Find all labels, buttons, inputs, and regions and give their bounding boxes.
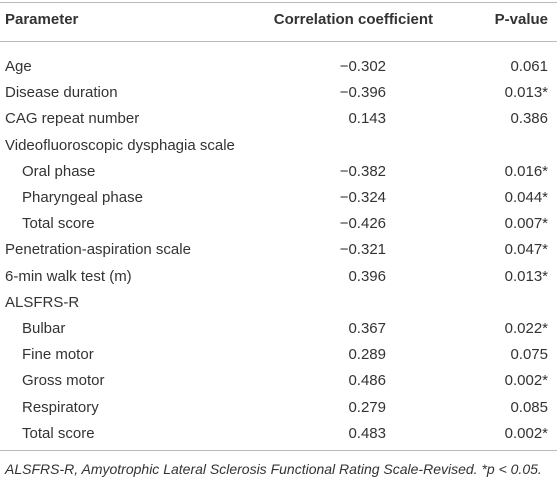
table-cell: 0.061 — [510, 58, 548, 75]
table-cell: 0.013* — [504, 267, 548, 285]
table-cell: −0.382 — [339, 162, 386, 180]
table-cell: −0.396 — [339, 84, 386, 102]
table-cell: 0.044* — [504, 189, 548, 206]
top-rule — [0, 2, 557, 3]
table-cell: Total score — [22, 215, 95, 233]
header-cell: Correlation coefficient — [273, 11, 433, 28]
table-cell: Pharyngeal phase — [22, 189, 143, 206]
table-cell: Disease duration — [5, 84, 118, 102]
table-cell: Gross motor — [22, 372, 105, 390]
table-cell: −0.426 — [339, 215, 386, 233]
header-rule — [0, 41, 557, 42]
table-cell: 0.085 — [510, 398, 548, 416]
table-cell: −0.324 — [339, 189, 386, 206]
table-cell: 0.143 — [348, 110, 386, 128]
table-cell: Age — [5, 58, 32, 75]
table-cell: 0.013* — [504, 84, 548, 102]
table-cell: Bulbar — [22, 320, 66, 337]
table-cell: 0.483 — [348, 424, 386, 442]
header-cell: P-value — [494, 11, 548, 28]
table-cell: Videofluoroscopic dysphagia scale — [5, 136, 235, 154]
table-cell: 0.007* — [504, 215, 548, 233]
footnote: ALSFRS-R, Amyotrophic Lateral Sclerosis … — [5, 461, 542, 477]
table-cell: Total score — [22, 424, 95, 442]
table-cell: 0.396 — [348, 267, 386, 285]
table-cell: −0.302 — [339, 58, 386, 75]
table-cell: 0.002* — [504, 424, 548, 442]
table-cell: 0.386 — [510, 110, 548, 128]
table-cell: Fine motor — [22, 346, 94, 364]
table-cell: 0.289 — [348, 346, 386, 364]
bottom-rule — [0, 450, 557, 451]
table-cell: 0.075 — [510, 346, 548, 364]
header-cell: Parameter — [5, 11, 79, 28]
table-cell: 0.016* — [504, 162, 548, 180]
table-cell: Penetration-aspiration scale — [5, 241, 191, 259]
table-cell: 0.002* — [504, 372, 548, 390]
table-cell: Oral phase — [22, 162, 96, 180]
table-cell: 0.047* — [504, 241, 548, 259]
table-cell: 6-min walk test (m) — [5, 267, 132, 285]
table-cell: 0.367 — [348, 320, 386, 337]
table-cell: 0.486 — [348, 372, 386, 390]
table-cell: Respiratory — [22, 398, 99, 416]
table-cell: 0.279 — [348, 398, 386, 416]
table-cell: 0.022* — [504, 320, 548, 337]
table-cell: CAG repeat number — [5, 110, 140, 128]
table-cell: −0.321 — [339, 241, 386, 259]
table-cell: ALSFRS-R — [5, 293, 80, 311]
